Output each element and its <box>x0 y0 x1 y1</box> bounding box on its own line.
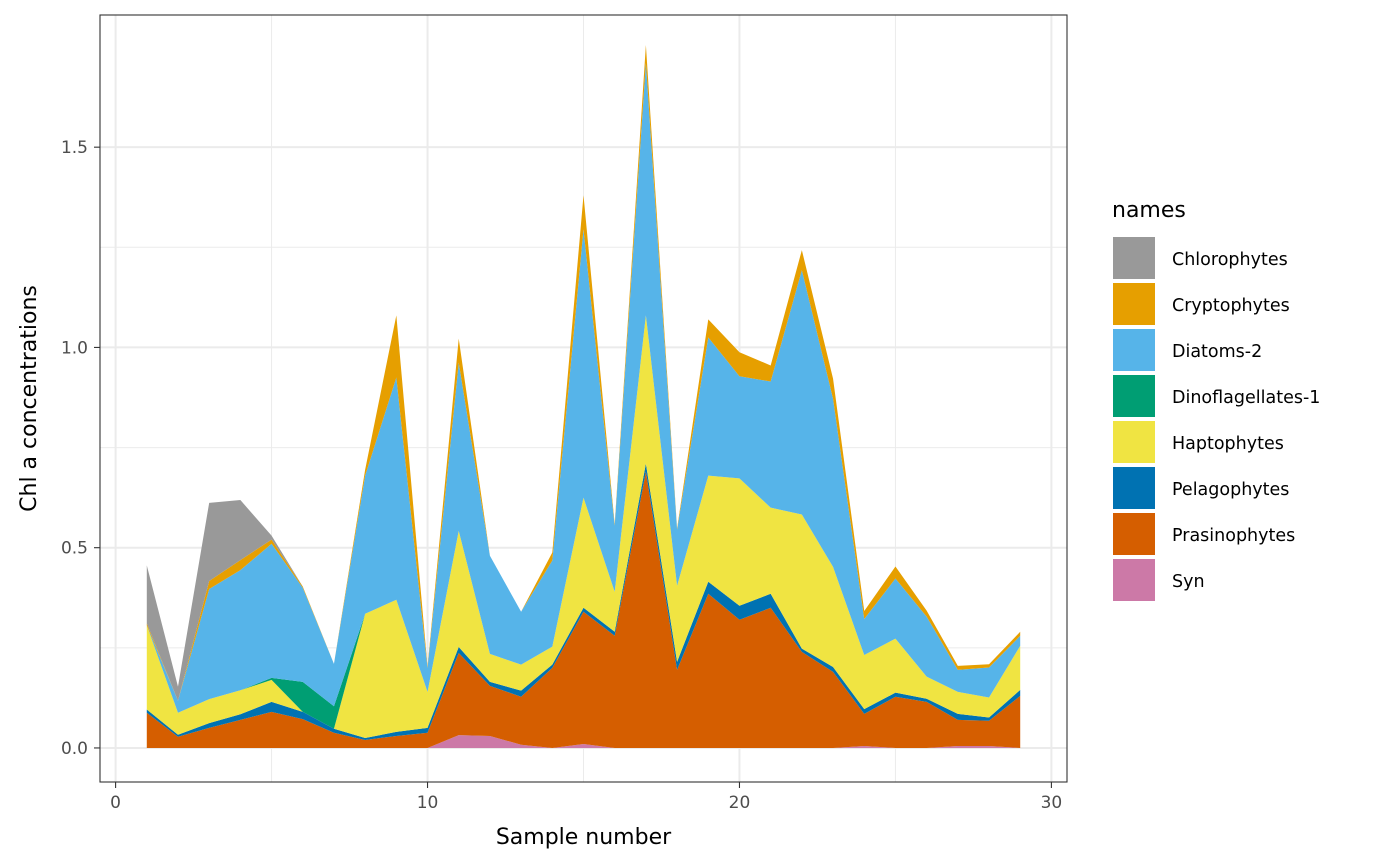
legend-title: names <box>1112 198 1186 223</box>
legend-label-cryptophytes: Cryptophytes <box>1172 296 1290 316</box>
legend-label-pelagophytes: Pelagophytes <box>1172 480 1289 500</box>
x-axis-title: Sample number <box>496 825 672 850</box>
y-tick-label: 0.0 <box>61 739 88 759</box>
legend: names Chlorophytes Cryptophytes Diatoms-2 D… <box>1112 198 1320 601</box>
legend-swatch-dinoflagellates-1 <box>1113 375 1155 417</box>
area-prasinophytes <box>146 471 1021 748</box>
area-diatoms-2 <box>146 63 1021 713</box>
area-series-group <box>146 45 1021 748</box>
x-axis-ticks: 0 10 20 30 <box>110 782 1062 813</box>
legend-swatch-pelagophytes <box>1113 467 1155 509</box>
legend-swatch-chlorophytes <box>1113 237 1155 279</box>
x-tick-label: 10 <box>417 793 439 813</box>
y-tick-label: 0.5 <box>61 539 88 559</box>
legend-label-prasinophytes: Prasinophytes <box>1172 526 1295 546</box>
legend-label-chlorophytes: Chlorophytes <box>1172 250 1288 270</box>
x-tick-label: 20 <box>729 793 751 813</box>
area-haptophytes <box>146 315 1021 738</box>
y-tick-label: 1.0 <box>61 338 88 358</box>
y-axis-ticks: 0.0 0.5 1.0 1.5 <box>61 138 100 759</box>
x-tick-label: 0 <box>110 793 121 813</box>
y-tick-label: 1.5 <box>61 138 88 158</box>
legend-swatch-prasinophytes <box>1113 513 1155 555</box>
x-tick-label: 30 <box>1041 793 1063 813</box>
y-axis-title: Chl a concentrations <box>17 285 42 512</box>
legend-items: Chlorophytes Cryptophytes Diatoms-2 Dinofla… <box>1113 237 1320 601</box>
legend-label-diatoms-2: Diatoms-2 <box>1172 342 1262 362</box>
legend-label-haptophytes: Haptophytes <box>1172 434 1284 454</box>
area-syn <box>146 735 1021 748</box>
legend-swatch-syn <box>1113 559 1155 601</box>
legend-label-dinoflagellates-1: Dinoflagellates-1 <box>1172 388 1320 408</box>
legend-swatch-diatoms-2 <box>1113 329 1155 371</box>
legend-swatch-cryptophytes <box>1113 283 1155 325</box>
legend-label-syn: Syn <box>1172 572 1205 592</box>
legend-swatch-haptophytes <box>1113 421 1155 463</box>
plot-panel-border <box>99 14 1068 783</box>
